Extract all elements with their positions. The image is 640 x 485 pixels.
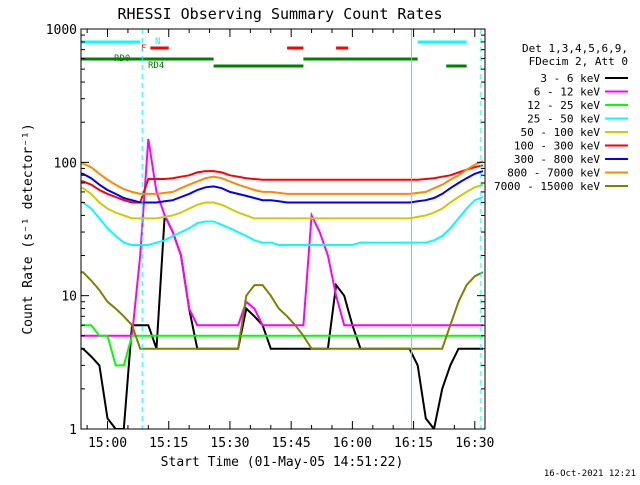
series-line-12-25keV: [81, 324, 483, 367]
flag-label-rd0: RD0: [114, 54, 130, 64]
series-line-3-6keV: [81, 211, 483, 429]
legend-header: Det 1,3,4,5,6,9,: [522, 42, 628, 55]
y-axis-label: Count Rate (s⁻¹ detector⁻¹): [21, 123, 36, 334]
flag-label-rd4: RD4: [148, 61, 164, 71]
x-tick-label: 16:00: [333, 436, 372, 451]
y-tick-label: 100: [54, 156, 77, 171]
marker-lines: [141, 29, 482, 429]
x-tick-label: 15:15: [149, 436, 188, 451]
series-line-800-7000keV: [81, 160, 484, 195]
x-axis-label: Start Time (01-May-05 14:51:22): [161, 455, 404, 470]
flag-label-f: F: [141, 44, 146, 54]
x-tick-label: 15:00: [88, 436, 127, 451]
legend-entry-label: 12 - 25 keV: [527, 99, 600, 112]
timestamp: 16-Oct-2021 12:21: [544, 469, 636, 479]
legend-entry-label: 100 - 300 keV: [514, 140, 600, 153]
legend-entry-label: 3 - 6 keV: [540, 72, 600, 85]
y-tick-label: 10: [61, 290, 77, 305]
chart-title: RHESSI Observing Summary Count Rates: [117, 5, 442, 23]
y-tick-label: 1: [69, 423, 77, 438]
series-layer: [81, 138, 484, 429]
plot-frame: [80, 28, 486, 430]
series-line-25-50keV: [81, 196, 484, 246]
legend: Det 1,3,4,5,6,9,FDecim 2, Att 0 3 - 6 keV…: [494, 42, 628, 193]
legend-entry-label: 800 - 7000 keV: [507, 167, 600, 180]
series-line-300-800keV: [81, 170, 484, 204]
legend-entry-label: 7000 - 15000 keV: [494, 180, 600, 193]
flag-label-n: N: [155, 37, 160, 47]
legend-header: FDecim 2, Att 0: [529, 55, 628, 68]
x-tick-label: 16:30: [455, 436, 494, 451]
y-tick-label: 1000: [46, 23, 77, 38]
legend-entry-label: 6 - 12 keV: [534, 86, 601, 99]
x-tick-label: 15:45: [272, 436, 311, 451]
legend-entry-label: 25 - 50 keV: [527, 113, 600, 126]
series-line-7000-15000keV: [81, 271, 484, 350]
series-line-50-100keV: [81, 183, 484, 220]
x-tick-label: 15:30: [210, 436, 249, 451]
series-line-6-12keV: [81, 138, 483, 337]
legend-entry-label: 300 - 800 keV: [514, 153, 600, 166]
x-tick-label: 16:15: [394, 436, 433, 451]
axes: 1 10 100 1000 15:00 15:15 15:30 15:45 16:00 16:15…: [46, 23, 495, 451]
legend-entry-label: 50 - 100 keV: [521, 126, 601, 139]
